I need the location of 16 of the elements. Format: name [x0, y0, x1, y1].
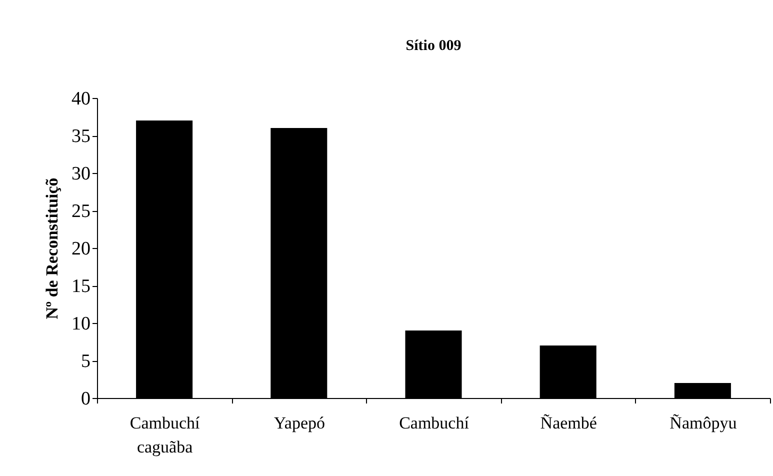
x-tick-label: Cambuchí caguãba	[130, 414, 200, 456]
x-tick-label: Ñamôpyu	[670, 414, 738, 432]
x-tick-label: Ñaembé	[540, 414, 597, 432]
y-tick-label: 15	[72, 276, 90, 297]
chart-title: Sítio 009	[406, 38, 462, 54]
y-tick-label: 5	[81, 351, 90, 372]
x-tick-label: Cambuchí	[399, 414, 470, 432]
x-tick-label: Yapepó	[274, 414, 325, 432]
y-tick-label: 20	[72, 238, 90, 260]
y-tick-label: 35	[72, 126, 90, 147]
y-tick-label: 0	[81, 388, 90, 410]
y-tick-label: 25	[72, 201, 90, 222]
y-tick-label: 10	[72, 314, 90, 334]
y-tick-label: 40	[72, 88, 90, 110]
y-tick-label: 30	[72, 164, 90, 184]
y-axis-title: Nº de Reconstituiçõ	[42, 178, 62, 320]
